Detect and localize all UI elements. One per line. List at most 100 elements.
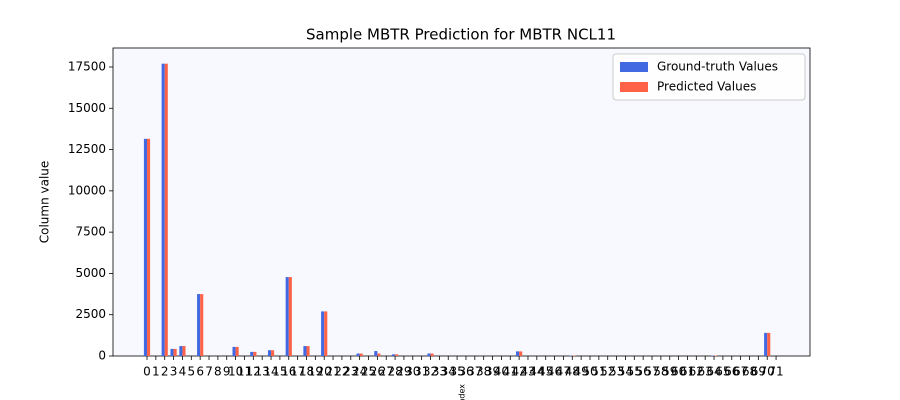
- chart-title: Sample MBTR Prediction for MBTR NCL11: [306, 26, 616, 44]
- x-tick-label: 59: [662, 365, 677, 379]
- x-tick-label: 29: [396, 365, 411, 379]
- x-tick-label: 27: [379, 365, 394, 379]
- x-tick-label: 53: [609, 365, 624, 379]
- x-tick-label: 41: [503, 365, 518, 379]
- bar: [143, 138, 147, 356]
- x-axis-label: Index: [458, 384, 467, 400]
- x-tick-label: 21: [325, 365, 340, 379]
- bar: [395, 354, 399, 356]
- x-tick-label: 64: [706, 365, 721, 379]
- x-tick-label: 2: [161, 365, 169, 379]
- bar: [430, 353, 434, 356]
- x-tick-label: 23: [343, 365, 358, 379]
- legend-box: [612, 53, 806, 101]
- x-tick-label: 17: [290, 365, 305, 379]
- x-tick-label: 39: [485, 365, 500, 379]
- x-tick-label: 6: [196, 365, 204, 379]
- y-tick-label: 0: [98, 349, 106, 363]
- x-tick-label: 43: [520, 365, 535, 379]
- x-tick-label: 60: [671, 365, 686, 379]
- bar: [427, 353, 431, 356]
- x-tick-label: 1: [152, 365, 160, 379]
- legend-label: Predicted Values: [657, 80, 756, 94]
- x-tick-label: 49: [573, 365, 588, 379]
- x-tick-label: 40: [494, 365, 509, 379]
- y-tick-label: 12500: [68, 142, 106, 156]
- x-tick-label: 55: [627, 365, 642, 379]
- y-tick-label: 17500: [68, 59, 106, 73]
- x-tick-label: 26: [370, 365, 385, 379]
- bar: [516, 351, 520, 356]
- x-tick-label: 13: [255, 365, 270, 379]
- x-tick-label: 34: [441, 365, 456, 379]
- x-tick-label: 0: [143, 365, 151, 379]
- bar: [182, 346, 186, 356]
- bar: [519, 351, 523, 356]
- y-tick-label: 15000: [68, 101, 106, 115]
- bar: [173, 348, 177, 356]
- x-tick-label: 32: [423, 365, 438, 379]
- bar: [200, 294, 204, 356]
- bar: [253, 351, 257, 356]
- x-tick-label: 37: [467, 365, 482, 379]
- x-tick-label: 24: [352, 365, 367, 379]
- x-tick-label: 38: [476, 365, 491, 379]
- x-tick-label: 45: [538, 365, 553, 379]
- x-tick-label: 56: [636, 365, 651, 379]
- x-tick-label: 63: [698, 365, 713, 379]
- x-tick-label: 25: [361, 365, 376, 379]
- bar: [306, 346, 310, 356]
- bar: [285, 277, 289, 356]
- x-tick-label: 7: [205, 365, 213, 379]
- bar: [267, 350, 272, 356]
- y-axis-label: Column value: [38, 161, 52, 244]
- legend-swatch: [620, 62, 648, 72]
- x-tick-label: 42: [511, 365, 526, 379]
- x-tick-label: 66: [724, 365, 739, 379]
- bar: [764, 332, 768, 356]
- x-tick-label: 3: [170, 365, 178, 379]
- x-tick-label: 69: [751, 365, 766, 379]
- x-tick-label: 10: [228, 365, 243, 379]
- bar: [321, 311, 325, 356]
- x-tick-label: 18: [299, 365, 314, 379]
- x-tick-label: 67: [733, 365, 748, 379]
- x-tick-label: 48: [565, 365, 580, 379]
- bar: [250, 351, 254, 356]
- bar: [374, 351, 378, 356]
- x-tick-label: 12: [246, 365, 261, 379]
- bar: [179, 346, 183, 356]
- x-tick-label: 70: [760, 365, 775, 379]
- x-tick-label: 9: [223, 365, 231, 379]
- x-tick-label: 71: [768, 365, 783, 379]
- x-tick-label: 52: [600, 365, 615, 379]
- x-tick-label: 28: [387, 365, 402, 379]
- x-tick-label: 46: [547, 365, 562, 379]
- x-tick-label: 15: [272, 365, 287, 379]
- x-tick-label: 57: [644, 365, 659, 379]
- y-tick-label: 7500: [75, 225, 106, 239]
- bar: [161, 63, 165, 357]
- legend-swatch: [620, 82, 648, 92]
- legend-label: Ground-truth Values: [657, 60, 778, 74]
- x-tick-label: 50: [582, 365, 597, 379]
- bar: [271, 350, 275, 356]
- bar: [288, 277, 292, 356]
- x-tick-label: 11: [237, 365, 252, 379]
- bar: [303, 346, 307, 356]
- bar: [232, 346, 236, 356]
- x-tick-label: 20: [317, 365, 332, 379]
- x-tick-label: 47: [556, 365, 571, 379]
- x-tick-label: 19: [308, 365, 323, 379]
- bar: [170, 348, 174, 356]
- x-tick-label: 44: [529, 365, 544, 379]
- y-tick-label: 5000: [75, 266, 106, 280]
- bar: [359, 353, 363, 356]
- x-tick-label: 54: [618, 365, 633, 379]
- bar: [391, 354, 396, 356]
- bar: [235, 346, 239, 356]
- x-tick-label: 22: [334, 365, 349, 379]
- x-tick-label: 4: [179, 365, 187, 379]
- x-tick-label: 8: [214, 365, 222, 379]
